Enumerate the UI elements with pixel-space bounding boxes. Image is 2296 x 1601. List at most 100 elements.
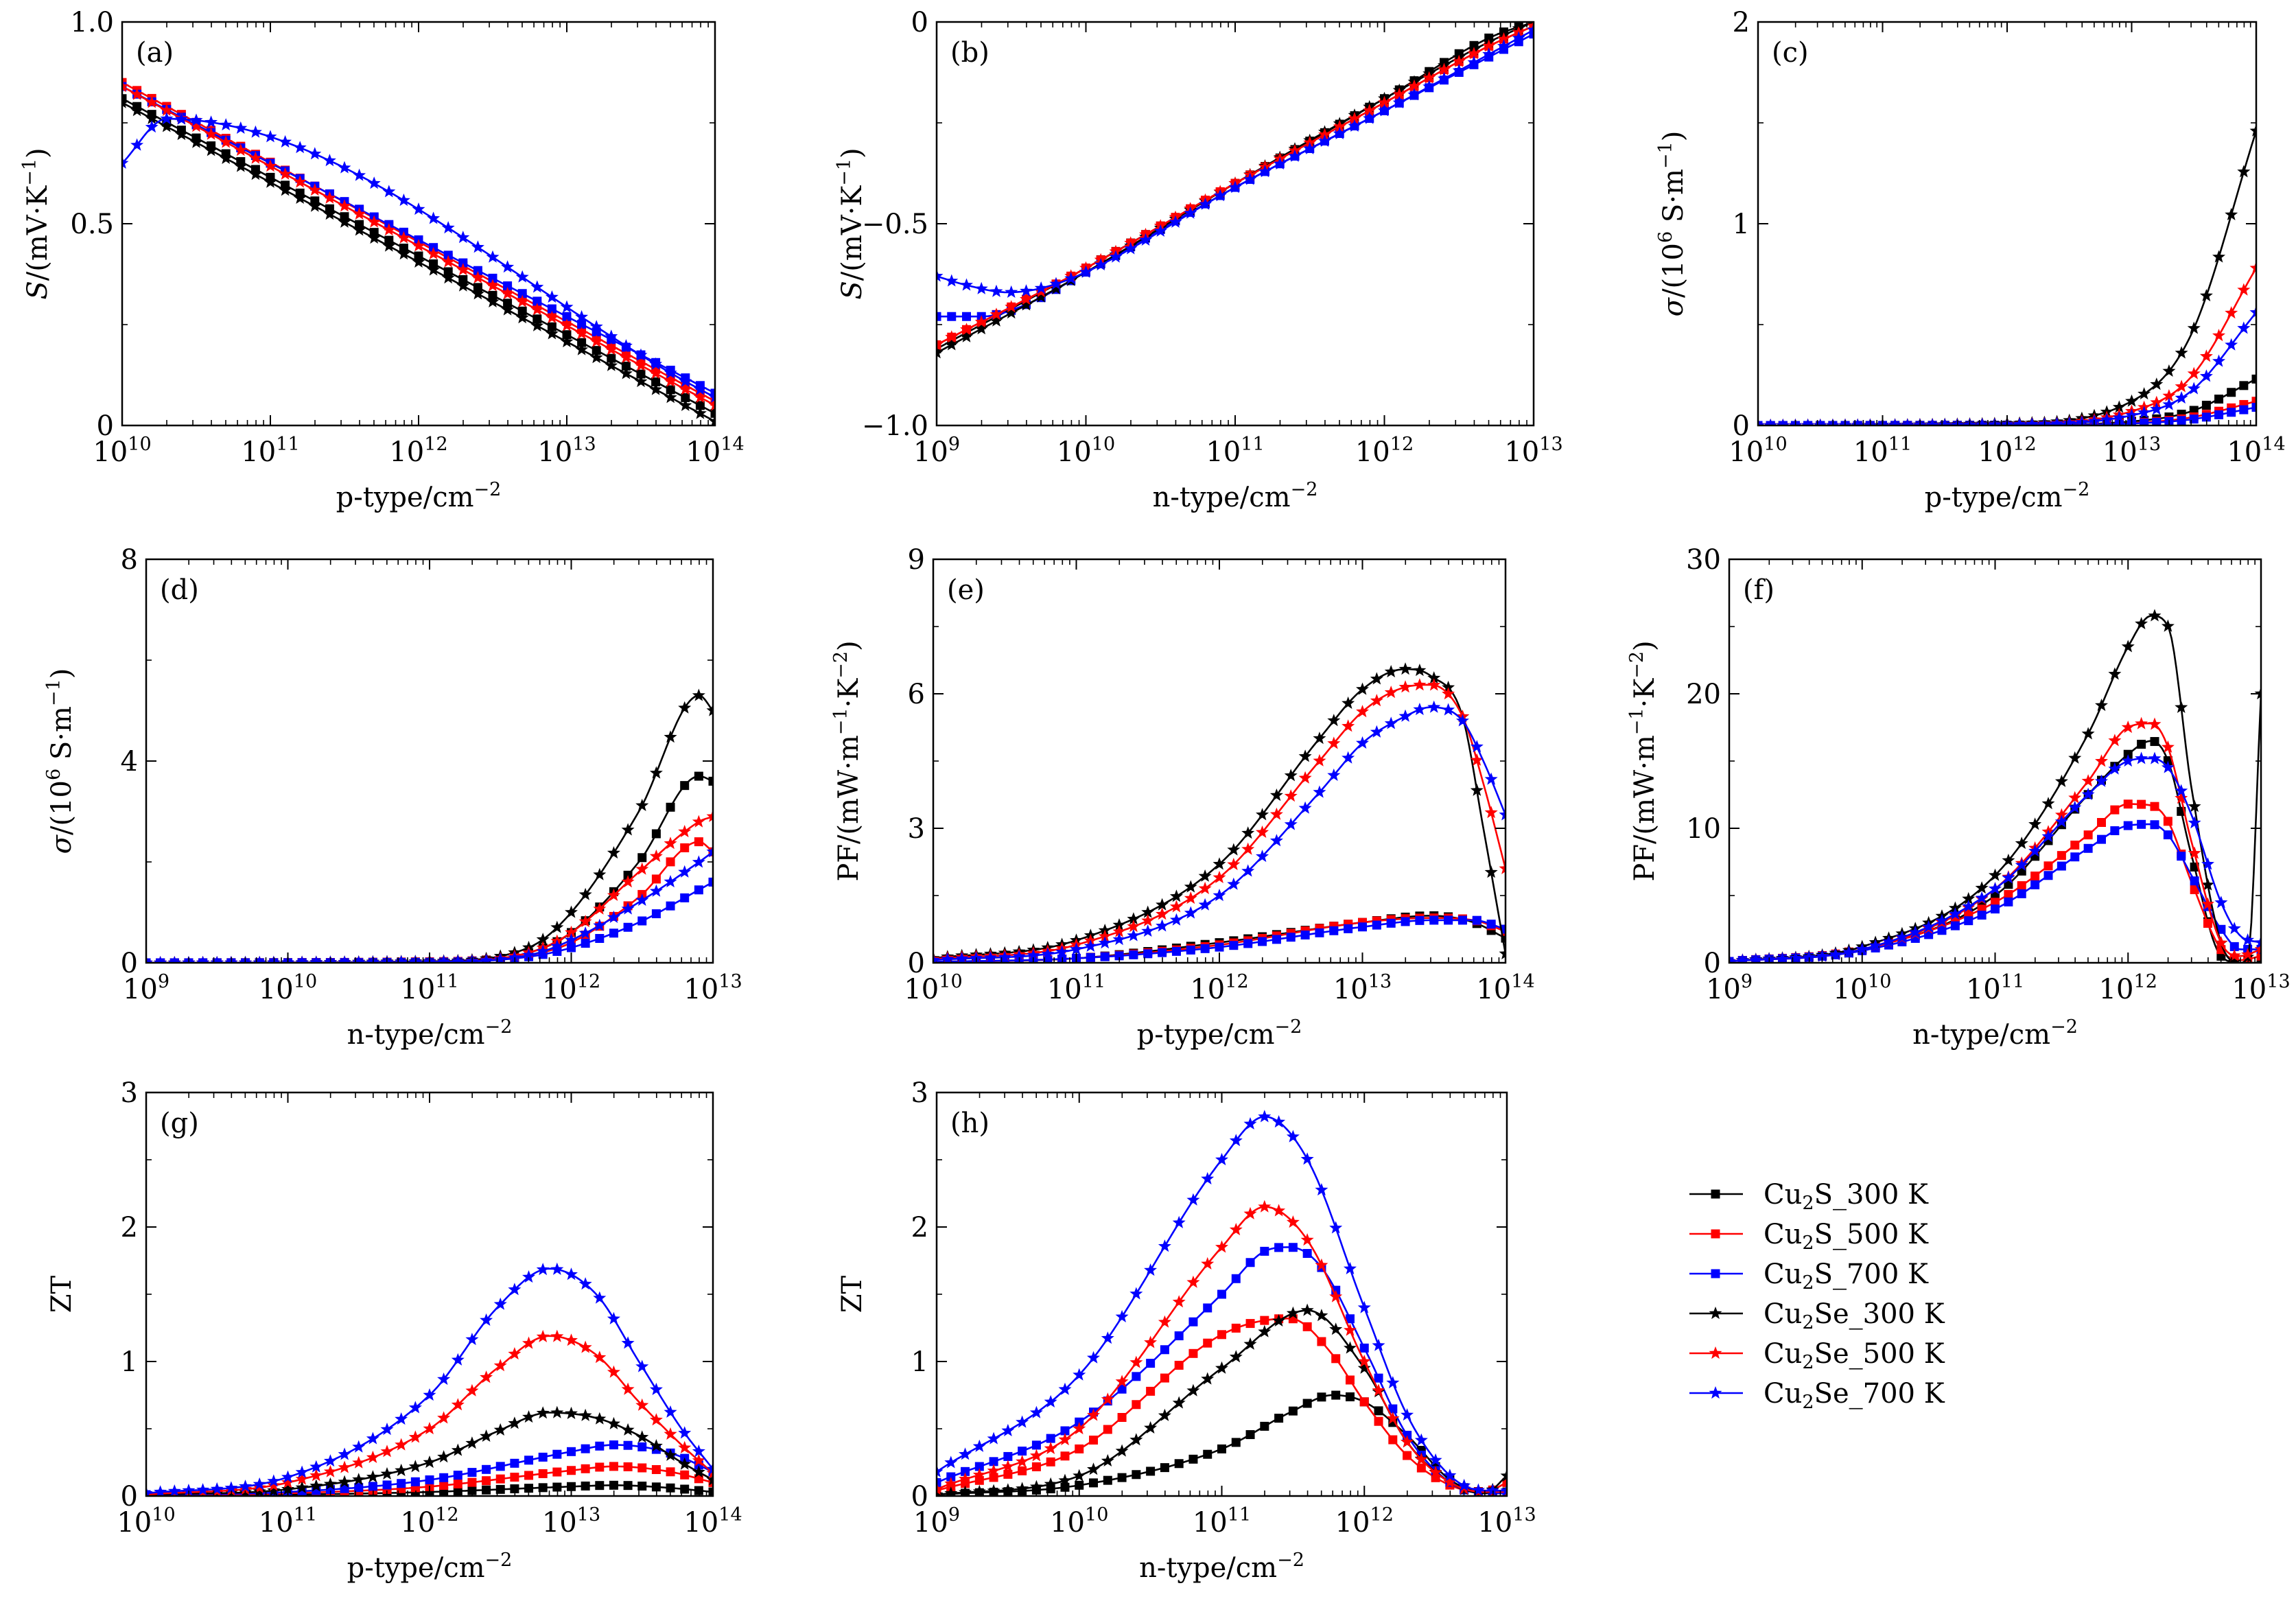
legend-label: Cu2S_500 K bbox=[1764, 1219, 1929, 1254]
series-cu2se-500-k-point bbox=[2054, 808, 2068, 821]
series-cu2se-700-k-point bbox=[2068, 800, 2082, 813]
series-cu2se-700-k-point bbox=[2175, 784, 2188, 797]
series-cu2se-500-k-point bbox=[550, 1329, 564, 1342]
series-cu2se-300-k-point bbox=[1001, 1483, 1015, 1496]
series-cu2s-700-k-point bbox=[2070, 852, 2080, 862]
y-tick-label: 4 bbox=[121, 746, 138, 778]
series-cu2s-700-k-point bbox=[2152, 417, 2162, 425]
series-cu2se-700-k-point bbox=[1333, 126, 1346, 139]
series-cu2s-500-k-point bbox=[538, 1469, 548, 1478]
series-cu2se-700-k-point bbox=[1989, 882, 2002, 895]
series-cu2se-500-k-point bbox=[309, 1469, 323, 1482]
legend-label: Cu2Se_700 K bbox=[1764, 1378, 1945, 1413]
series-cu2s-700-k-point bbox=[637, 1442, 647, 1451]
x-tick-label: 1010 bbox=[259, 971, 317, 1005]
series-cu2se-700-k-point bbox=[1112, 933, 1126, 946]
series-cu2se-700-k-point bbox=[465, 1333, 479, 1346]
series-cu2s-500-k-point bbox=[609, 1462, 618, 1471]
series-cu2se-700-k-point bbox=[281, 1470, 294, 1483]
series-cu2s-500-k-point bbox=[2190, 885, 2199, 894]
series-cu2se-700-k-point bbox=[1729, 955, 1736, 963]
series-cu2se-700-k-point bbox=[189, 113, 203, 126]
series-cu2s-300-k-point bbox=[1188, 1454, 1198, 1464]
series-cu2se-700-k-point bbox=[706, 845, 713, 858]
series-cu2se-700-k-point bbox=[2050, 417, 2064, 425]
series-cu2se-500-k-point bbox=[352, 1456, 366, 1469]
series-cu2s-500-k-point bbox=[623, 1462, 633, 1471]
series-cu2se-500-k-point bbox=[1452, 54, 1466, 67]
series-cu2s-500-k-point bbox=[1416, 1463, 1426, 1473]
series-cu2se-700-k-point bbox=[621, 902, 635, 915]
series-cu2se-700-k-point bbox=[486, 250, 500, 263]
x-axis-label: n-type/cm−2 bbox=[1139, 1550, 1304, 1584]
series-cu2se-500-k-point bbox=[2081, 774, 2095, 787]
series-cu2se-700-k-point bbox=[493, 1297, 507, 1310]
x-tick-label: 1013 bbox=[542, 1504, 600, 1539]
series-cu2se-300-k-point bbox=[2081, 727, 2095, 740]
series-cu2s-500-k-point bbox=[453, 1479, 462, 1488]
series-cu2s-700-k-point bbox=[609, 1440, 618, 1450]
panel-tag: (b) bbox=[950, 37, 989, 69]
series-cu2se-500-k-point bbox=[366, 1450, 379, 1463]
series-cu2se-300-k-point bbox=[2199, 289, 2213, 302]
series-cu2s-700-k-point bbox=[694, 885, 703, 895]
series-cu2se-700-k-point bbox=[2249, 305, 2256, 318]
series-cu2se-700-k-point bbox=[1442, 703, 1455, 716]
series-cu2se-300-k-point bbox=[664, 730, 677, 743]
series-cu2s-300-k-point bbox=[623, 1481, 633, 1491]
x-axis-label: p-type/cm−2 bbox=[1925, 479, 2090, 513]
series-cu2se-300-k-point bbox=[382, 239, 396, 252]
series-cu2se-300-k-point bbox=[1315, 1309, 1328, 1322]
series-cu2s-700-k-point bbox=[488, 273, 497, 283]
series-cu2se-300-k-point bbox=[1298, 749, 1312, 762]
x-tick-label: 1014 bbox=[686, 434, 744, 468]
series-cu2s-300-k-point bbox=[510, 1484, 519, 1494]
series-cu2se-700-k-point bbox=[224, 1481, 238, 1494]
panel-g: 1010 1011 1012 1013 1014 0 1 2 3 (g) p-type/cm−2 ZT bbox=[46, 1077, 742, 1584]
y-tick-label: 0 bbox=[908, 948, 925, 979]
series-cu2se-300-k-point bbox=[130, 104, 144, 117]
series-cu2s-700-k-point bbox=[1160, 1345, 1169, 1355]
series-cu2se-700-k-point bbox=[1044, 1394, 1057, 1407]
series-cu2s-700-k-point bbox=[937, 312, 941, 321]
series-cu2se-300-k-point bbox=[937, 1488, 944, 1496]
x-tick-label: 1010 bbox=[1057, 434, 1115, 468]
series-cu2se-500-k-point bbox=[989, 307, 1003, 320]
series-cu2s-700-k-point bbox=[1158, 948, 1167, 957]
series-cu2se-500-k-point bbox=[353, 207, 366, 220]
x-tick-label: 1011 bbox=[259, 1504, 317, 1539]
series-cu2se-700-k-point bbox=[1098, 936, 1112, 949]
series-cu2se-300-k-point bbox=[2237, 165, 2251, 178]
x-tick-label: 1011 bbox=[241, 434, 299, 468]
series-cu2se-500-k-point bbox=[1144, 1335, 1158, 1348]
series-cu2se-700-k-point bbox=[367, 176, 381, 189]
series-cu2se-700-k-point bbox=[2002, 871, 2015, 884]
series-cu2s-500-k-point bbox=[1046, 1457, 1055, 1466]
series-cu2se-700-k-point bbox=[2225, 338, 2238, 351]
series-cu2se-700-k-point bbox=[1414, 1433, 1428, 1446]
series-cu2se-700-k-point bbox=[145, 120, 159, 133]
series-cu2se-300-k-point bbox=[248, 167, 262, 180]
x-tick-label: 1011 bbox=[400, 971, 458, 1005]
series-cu2se-500-k-point bbox=[397, 231, 410, 244]
series-cu2se-700-k-point bbox=[1482, 47, 1496, 60]
series-cu2se-700-k-point bbox=[1139, 233, 1152, 246]
series-group bbox=[937, 1110, 1507, 1496]
series-cu2se-700-k-point bbox=[1427, 700, 1441, 713]
series-cu2se-300-k-point bbox=[1101, 1453, 1114, 1466]
series-cu2s-700-k-point bbox=[1200, 944, 1210, 953]
series-cu2se-500-k-point bbox=[1413, 678, 1427, 691]
legend-label: Cu2S_300 K bbox=[1764, 1179, 1929, 1214]
series-cu2s-500-k-point bbox=[467, 1477, 477, 1487]
series-cu2se-700-k-point bbox=[2201, 857, 2214, 870]
series-cu2s-500-k-point bbox=[2203, 918, 2212, 928]
series-cu2se-700-k-point bbox=[1300, 1152, 1314, 1165]
series-cu2se-500-k-point bbox=[367, 215, 381, 228]
series-cu2se-500-k-point bbox=[189, 119, 203, 132]
series-cu2s-700-k-point bbox=[1329, 926, 1339, 935]
series-cu2s-300-k-point bbox=[1060, 1482, 1070, 1492]
series-cu2s-700-k-point bbox=[1286, 933, 1296, 942]
series-cu2se-700-k-point bbox=[309, 955, 323, 963]
series-cu2se-300-k-point bbox=[1213, 857, 1226, 870]
x-tick-label: 1012 bbox=[542, 971, 600, 1005]
